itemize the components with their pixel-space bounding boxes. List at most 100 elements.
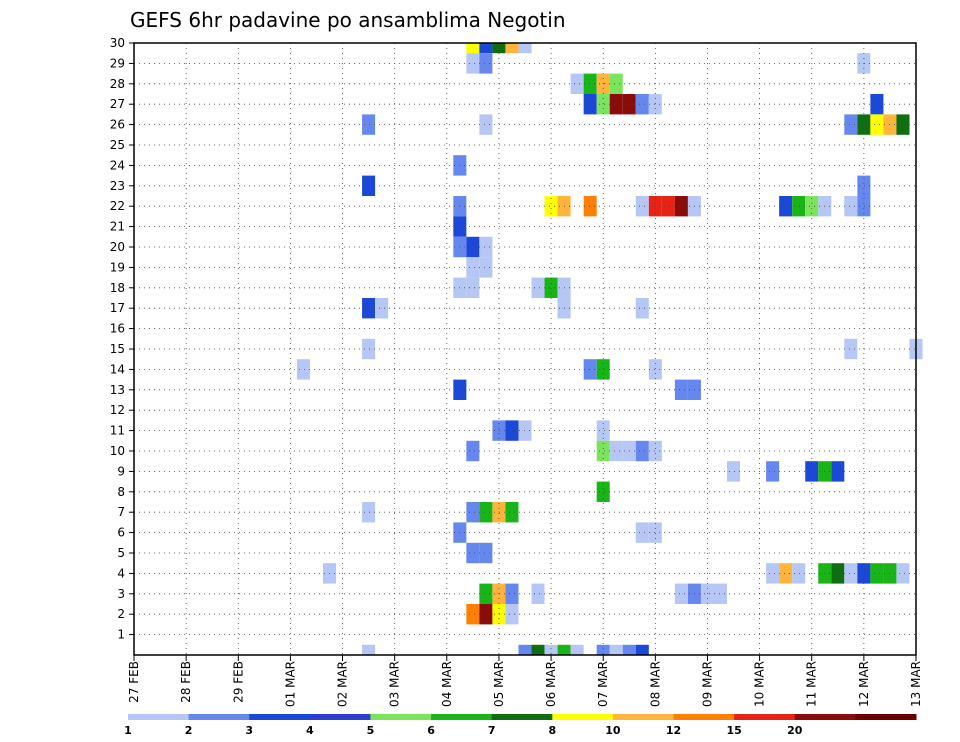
heatmap-cell: [466, 43, 480, 54]
heatmap-cell: [596, 420, 610, 441]
legend-label: 7: [488, 724, 496, 737]
y-tick-label: 24: [110, 158, 125, 172]
x-tick-label: 29 FEB: [231, 661, 245, 703]
y-tick-label: 12: [110, 403, 125, 417]
heatmap-cell: [492, 420, 506, 441]
x-tick-label: 02 MAR: [336, 661, 350, 707]
y-tick-label: 27: [110, 97, 125, 111]
heatmap-cell: [870, 563, 884, 584]
heatmap-cell: [674, 379, 688, 400]
legend-swatch: [794, 714, 856, 720]
heatmap-cell: [727, 461, 741, 482]
y-tick-label: 11: [110, 424, 125, 438]
legend-swatch: [309, 714, 371, 720]
heatmap-cell: [635, 440, 649, 462]
heatmap-cell: [831, 461, 845, 482]
heatmap-cell: [857, 196, 871, 217]
heatmap-cell: [831, 563, 845, 584]
heatmap-cell: [479, 583, 493, 604]
x-tick-label: 06 MAR: [544, 661, 558, 707]
heatmap-cell: [648, 94, 662, 115]
heatmap-cell: [531, 583, 545, 604]
heatmap-cell: [896, 114, 910, 135]
y-tick-label: 22: [110, 199, 125, 213]
y-tick-label: 17: [110, 301, 125, 315]
heatmap-cell: [635, 644, 649, 655]
heatmap-cell: [583, 73, 597, 94]
legend-swatch: [370, 714, 432, 720]
heatmap-cell: [609, 94, 623, 115]
heatmap-cell: [505, 43, 519, 54]
heatmap-cell: [713, 583, 728, 604]
legend-swatch: [249, 714, 311, 720]
y-tick-label: 6: [117, 526, 125, 540]
x-tick-label: 10 MAR: [753, 661, 767, 707]
heatmap-cell: [492, 604, 506, 625]
color-legend: 1 2 3 4 5 6 7 8 10 12 15 20: [124, 714, 917, 737]
heatmap-cell: [844, 114, 858, 135]
y-tick-label: 23: [110, 179, 125, 193]
y-tick-label: 29: [110, 56, 125, 70]
heatmap-cell: [674, 583, 688, 604]
heatmap-cell: [844, 563, 858, 584]
y-tick-label: 28: [110, 77, 125, 91]
heatmap-cell: [870, 94, 884, 115]
y-tick-label: 20: [110, 240, 125, 254]
heatmap-cell: [674, 196, 688, 217]
heatmap-cell: [583, 196, 597, 217]
heatmap-cell: [466, 440, 480, 462]
legend-label: 2: [185, 724, 193, 737]
heatmap-cell: [844, 196, 858, 217]
heatmap-cell: [622, 644, 636, 655]
legend-swatch: [188, 714, 250, 720]
y-tick-label: 7: [117, 505, 125, 519]
legend-swatch: [552, 714, 614, 720]
heatmap-cell: [596, 359, 610, 380]
heatmap-cell: [479, 236, 493, 258]
x-tick-label: 11 MAR: [805, 661, 819, 707]
heatmap-cell: [635, 196, 649, 217]
heatmap-cell: [870, 114, 884, 135]
heatmap-cell: [805, 196, 819, 217]
heatmap-cell: [518, 43, 532, 54]
heatmap-cell: [635, 94, 649, 115]
legend-swatch: [612, 714, 675, 720]
y-tick-label: 30: [110, 36, 125, 50]
heatmap-cell: [479, 542, 493, 564]
heatmap-cell: [505, 583, 519, 604]
legend-label: 20: [787, 724, 803, 737]
legend-label: 6: [427, 724, 435, 737]
heatmap-cell: [466, 542, 480, 564]
heatmap-cell: [609, 73, 623, 94]
heatmap-cell: [570, 644, 584, 655]
heatmap-cell: [505, 420, 519, 441]
heatmap-cell: [844, 338, 858, 360]
heatmap-cell: [766, 461, 780, 482]
heatmap-cell: [296, 359, 310, 380]
heatmap-cell: [635, 522, 649, 543]
heatmap-cell: [362, 338, 376, 360]
y-tick-label: 21: [110, 220, 125, 234]
legend-label: 5: [367, 724, 375, 737]
heatmap-cell: [648, 440, 662, 462]
heatmap-cell: [544, 277, 558, 298]
y-tick-label: 10: [110, 444, 125, 458]
y-tick-label: 2: [117, 607, 125, 621]
heatmap-cells: [296, 43, 923, 655]
y-axis: 1234567891011121314151617181920212223242…: [110, 36, 134, 642]
heatmap-cell: [544, 196, 558, 217]
y-tick-label: 25: [110, 138, 125, 152]
heatmap-cell: [648, 196, 662, 217]
legend-label: 4: [306, 724, 314, 737]
heatmap-cell: [766, 563, 780, 584]
heatmap-cell: [596, 440, 610, 462]
x-tick-label: 27 FEB: [127, 661, 141, 703]
y-tick-label: 15: [110, 342, 125, 356]
heatmap-cell: [609, 644, 623, 655]
heatmap-cell: [544, 644, 558, 655]
heatmap-cell: [362, 298, 376, 319]
legend-swatch: [128, 714, 190, 720]
heatmap-cell: [479, 114, 493, 135]
heatmap-cell: [648, 522, 662, 543]
